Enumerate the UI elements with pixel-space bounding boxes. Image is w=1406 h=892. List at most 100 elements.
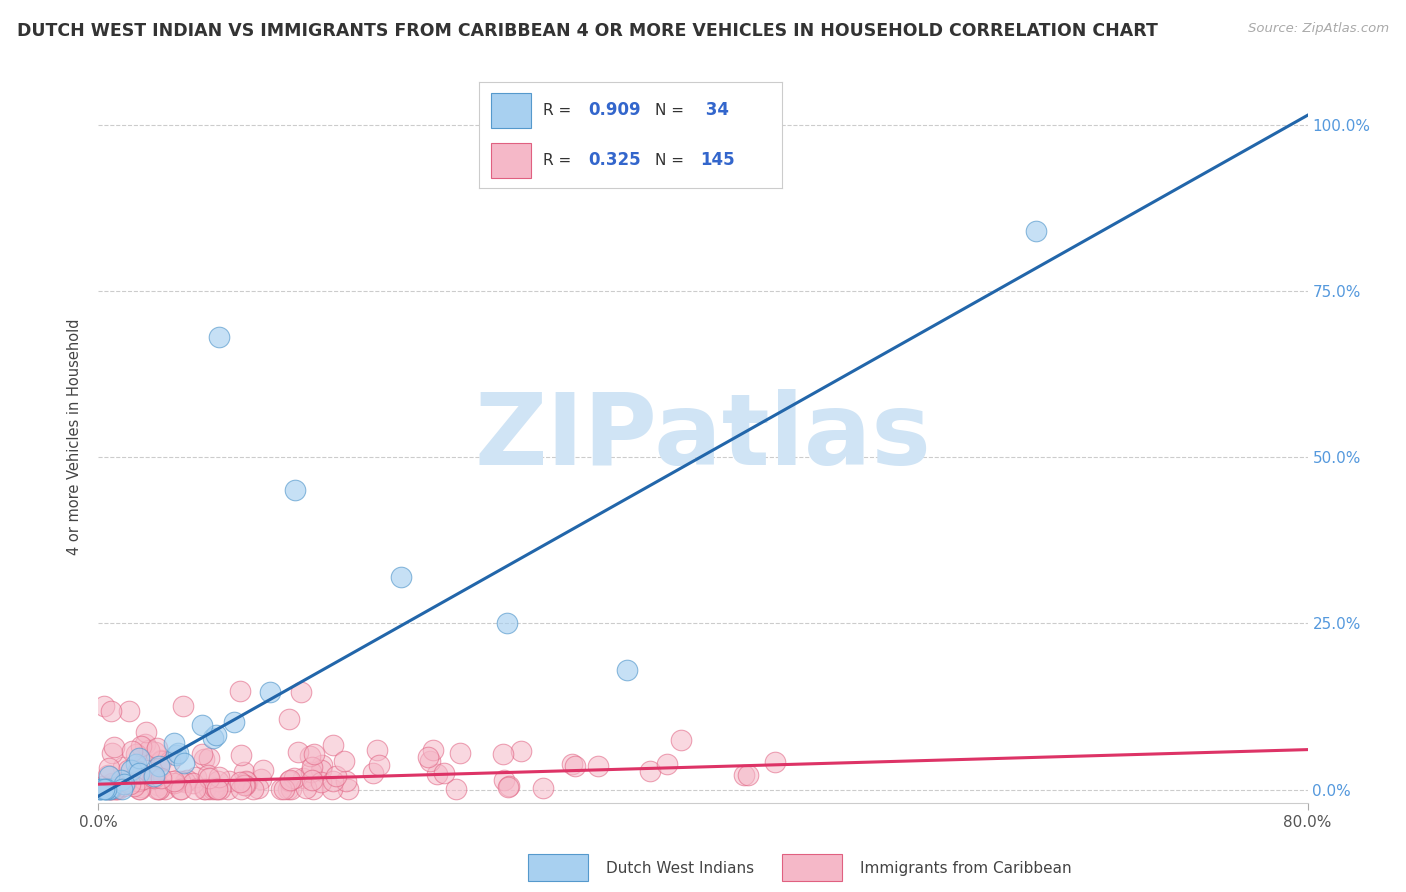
Point [98,781,121,796]
Point [363,766,385,780]
Point [89,781,111,796]
Point [193,752,215,766]
Point [143,771,166,785]
Point [228,684,250,698]
Point [89,781,111,796]
Point [163,776,186,790]
Point [163,773,186,788]
Point [184,770,207,784]
Point [332,754,354,768]
Point [366,743,388,757]
Point [143,745,166,759]
Point [132,772,155,786]
Point [94,781,117,796]
Point [112,777,135,791]
Point [169,781,191,796]
Point [142,768,165,782]
Point [142,771,165,785]
Point [138,743,160,757]
Point [173,756,195,771]
Point [295,780,318,795]
Point [205,728,228,742]
Point [336,781,359,796]
Point [564,758,586,772]
Point [763,755,786,769]
Point [129,781,152,796]
Point [104,781,127,796]
Point [100,704,122,718]
Point [104,777,127,791]
Point [198,781,221,796]
Point [100,781,122,796]
Point [94,781,117,796]
Point [146,778,169,792]
Point [242,781,264,796]
Point [197,771,219,785]
Point [301,760,323,774]
Point [655,757,678,772]
Point [229,747,252,762]
Point [132,756,155,770]
Point [202,781,225,796]
Point [111,760,134,774]
Point [531,781,554,796]
Point [194,781,217,796]
Point [191,747,214,761]
Point [166,748,188,763]
Point [496,780,519,794]
Point [278,712,301,726]
Point [1024,224,1046,238]
Point [128,751,150,765]
Point [277,781,299,796]
Point [299,748,322,763]
Point [733,768,755,782]
Point [495,616,517,631]
Point [616,663,638,677]
Point [229,781,252,796]
Point [444,781,467,796]
Point [669,732,692,747]
Point [426,767,449,781]
Point [98,781,121,796]
Point [235,774,257,789]
Point [422,743,444,757]
Point [118,704,141,718]
Point [222,714,245,729]
Point [228,775,250,789]
Point [416,749,439,764]
Point [197,767,219,781]
Point [100,746,122,760]
Point [638,764,661,778]
Point [89,781,111,796]
Point [149,771,172,785]
Point [121,744,143,758]
Text: Dutch West Indians: Dutch West Indians [606,861,755,876]
Point [169,773,191,788]
Point [278,773,301,788]
Point [98,761,121,775]
Point [204,781,226,796]
Point [97,769,120,783]
Point [118,777,141,791]
Point [284,483,307,498]
Point [389,570,412,584]
Point [170,781,193,796]
Point [278,774,301,789]
Point [190,718,212,732]
Point [492,747,515,761]
Point [104,781,127,796]
Point [449,746,471,760]
Point [112,779,135,793]
Point [148,781,170,796]
Point [163,736,186,750]
Point [561,757,583,772]
Point [181,776,204,790]
Point [166,747,188,761]
Point [321,781,343,796]
Point [325,769,347,783]
Point [101,781,124,796]
Point [322,739,344,753]
Point [96,768,118,782]
Point [232,764,254,779]
Point [97,781,120,796]
